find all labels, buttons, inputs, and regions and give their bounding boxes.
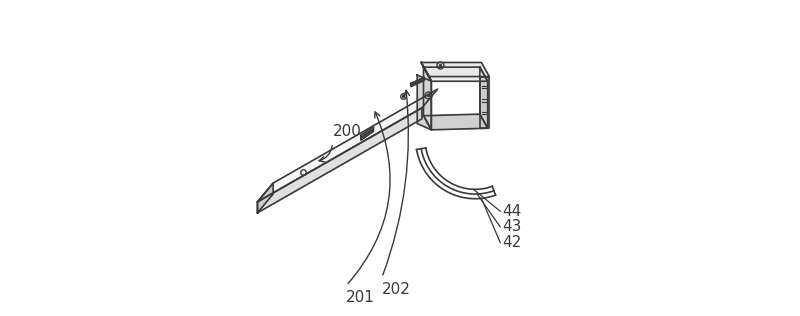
Text: 42: 42 — [502, 235, 521, 250]
Text: 200: 200 — [333, 124, 362, 139]
Text: 202: 202 — [382, 282, 410, 297]
Polygon shape — [418, 75, 431, 130]
Polygon shape — [422, 63, 490, 76]
Polygon shape — [361, 127, 374, 138]
Polygon shape — [480, 67, 488, 128]
Polygon shape — [258, 108, 422, 213]
Text: 201: 201 — [346, 290, 375, 305]
Polygon shape — [423, 67, 488, 81]
Polygon shape — [423, 114, 488, 130]
Polygon shape — [258, 183, 273, 213]
Polygon shape — [361, 129, 374, 140]
Polygon shape — [422, 63, 431, 81]
Text: 44: 44 — [502, 204, 521, 219]
Text: 43: 43 — [502, 219, 521, 234]
Polygon shape — [480, 76, 490, 128]
Polygon shape — [423, 67, 431, 130]
Polygon shape — [258, 89, 438, 202]
Polygon shape — [411, 77, 425, 87]
